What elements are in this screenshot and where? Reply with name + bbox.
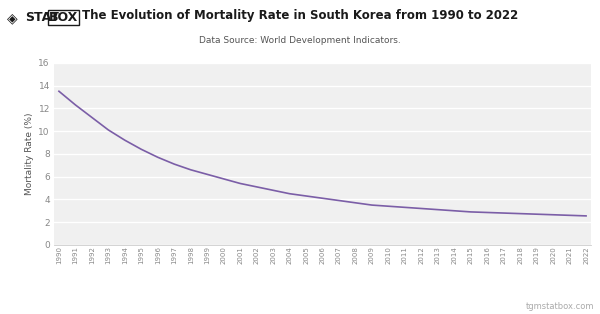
Text: BOX: BOX: [49, 11, 79, 24]
Text: tgmstatbox.com: tgmstatbox.com: [526, 302, 594, 311]
Text: Data Source: World Development Indicators.: Data Source: World Development Indicator…: [199, 36, 401, 45]
Y-axis label: Mortality Rate (%): Mortality Rate (%): [25, 113, 34, 195]
Text: The Evolution of Mortality Rate in South Korea from 1990 to 2022: The Evolution of Mortality Rate in South…: [82, 9, 518, 22]
Text: ◈: ◈: [7, 11, 18, 25]
Text: STAT: STAT: [25, 11, 59, 24]
